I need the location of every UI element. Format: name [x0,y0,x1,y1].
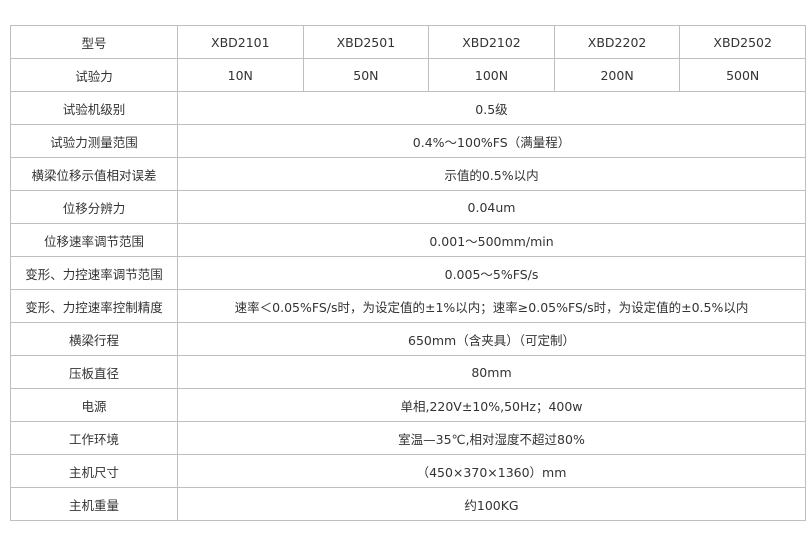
force-cell: 200N [553,58,681,92]
row-label: 横梁行程 [10,322,178,356]
table-row: 主机重量 约100KG [10,487,806,521]
row-label: 试验机级别 [10,91,178,125]
row-label: 主机重量 [10,487,178,521]
table-row: 位移速率调节范围 0.001～500mm/min [10,223,806,257]
row-value: 80mm [177,355,806,389]
table-row: 变形、力控速率调节范围 0.005～5%FS/s [10,256,806,290]
table-row: 试验机级别 0.5级 [10,91,806,125]
table-row: 工作环境 室温—35℃,相对湿度不超过80% [10,421,806,455]
row-value: 约100KG [177,487,806,521]
row-label: 主机尺寸 [10,454,178,488]
row-value: 0.001～500mm/min [177,223,806,257]
row-value: （450×370×1360）mm [177,454,806,488]
row-value: 示值的0.5%以内 [177,157,806,191]
model-cell: XBD2502 [679,25,806,59]
row-label: 位移分辨力 [10,190,178,224]
row-value: 单相,220V±10%,50Hz；400w [177,388,806,422]
row-value: 650mm（含夹具）（可定制） [177,322,806,356]
row-label: 试验力测量范围 [10,124,178,158]
row-value: 0.4%～100%FS（满量程） [177,124,806,158]
table-row-force: 试验力 10N 50N 100N 200N 500N [10,58,806,92]
row-value: 0.5级 [177,91,806,125]
table-row: 横梁位移示值相对误差 示值的0.5%以内 [10,157,806,191]
row-label: 位移速率调节范围 [10,223,178,257]
row-label: 电源 [10,388,178,422]
table-row: 试验力测量范围 0.4%～100%FS（满量程） [10,124,806,158]
row-label: 型号 [10,25,178,59]
table-row: 变形、力控速率控制精度 速率＜0.05%FS/s时，为设定值的±1%以内；速率≥0… [10,289,806,323]
table-row: 位移分辨力 0.04um [10,190,806,224]
table-row: 压板直径 80mm [10,355,806,389]
table-row-model: 型号 XBD2101 XBD2501 XBD2102 XBD2202 XBD25… [10,25,806,59]
row-value: 0.04um [177,190,806,224]
row-value: 速率＜0.05%FS/s时，为设定值的±1%以内；速率≥0.05%FS/s时，为… [177,289,806,323]
model-cell: XBD2501 [302,25,430,59]
force-cell: 10N [177,58,304,92]
row-value: 0.005～5%FS/s [177,256,806,290]
row-label: 压板直径 [10,355,178,389]
table-row: 横梁行程 650mm（含夹具）（可定制） [10,322,806,356]
row-label: 工作环境 [10,421,178,455]
force-cell: 100N [428,58,555,92]
table-row: 主机尺寸 （450×370×1360）mm [10,454,806,488]
force-cell: 500N [679,58,806,92]
row-label: 变形、力控速率控制精度 [10,289,178,323]
model-cell: XBD2202 [553,25,681,59]
row-label: 试验力 [10,58,178,92]
row-value: 室温—35℃,相对湿度不超过80% [177,421,806,455]
row-label: 横梁位移示值相对误差 [10,157,178,191]
table-row: 电源 单相,220V±10%,50Hz；400w [10,388,806,422]
row-label: 变形、力控速率调节范围 [10,256,178,290]
model-cell: XBD2101 [177,25,304,59]
spec-table: 型号 XBD2101 XBD2501 XBD2102 XBD2202 XBD25… [10,25,806,521]
force-cell: 50N [302,58,430,92]
model-cell: XBD2102 [428,25,555,59]
